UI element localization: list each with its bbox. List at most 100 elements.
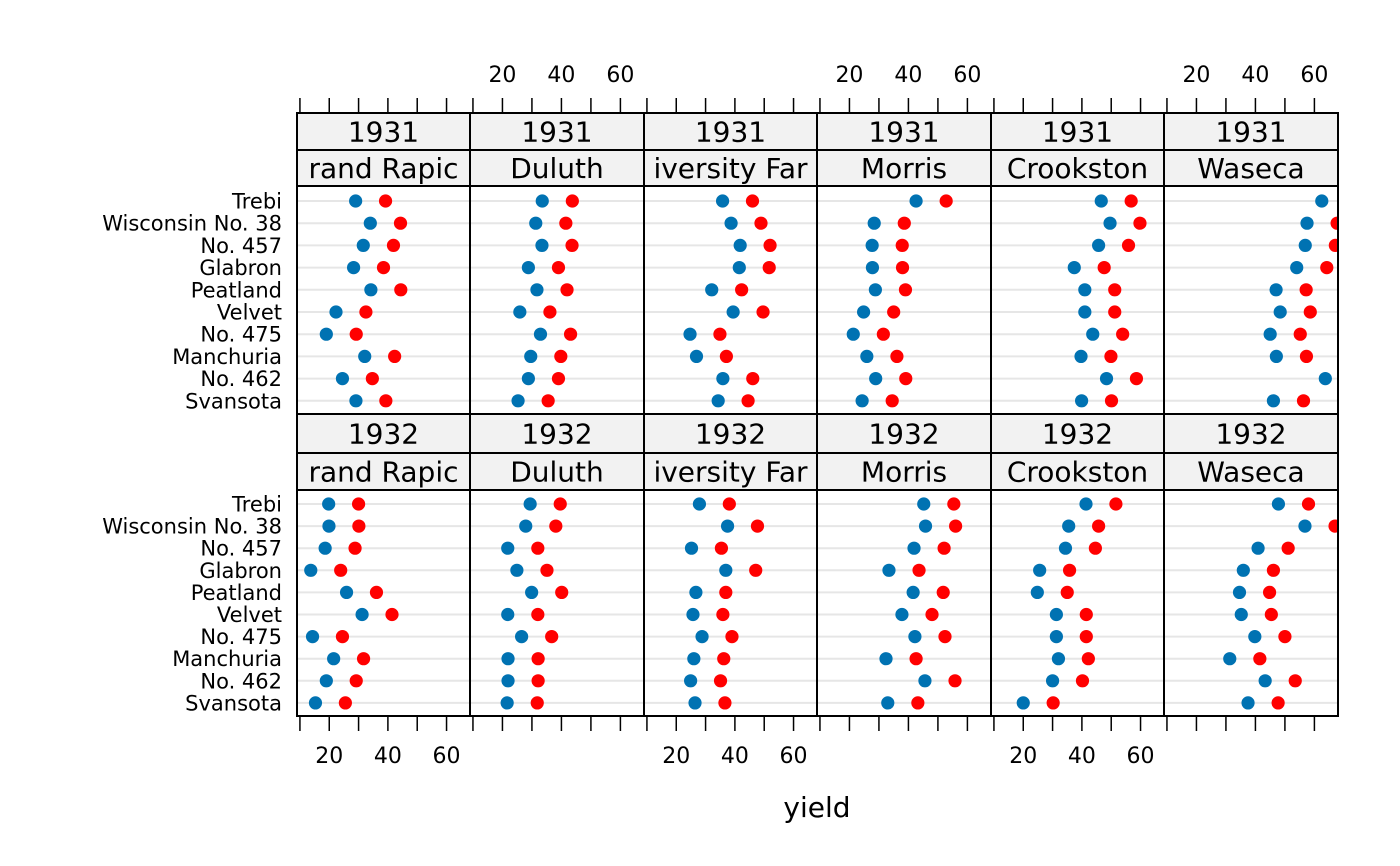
point-pt0-duluth-1931 [513,305,527,319]
point-pt1-waseca-1931 [1303,305,1317,319]
point-pt1-grand-rapids-1931 [386,238,401,252]
tick-label-bottom: 60 [433,744,461,769]
point-pt0-duluth-1932 [523,497,537,511]
point-pt0-university-farm-1932 [688,696,702,710]
point-pt1-university-farm-1932 [714,541,729,555]
point-pt1-grand-rapids-1931 [365,372,379,386]
point-pt1-crookston-1932 [1092,519,1106,533]
point-pt1-duluth-1932 [549,519,563,533]
point-pt1-duluth-1931 [565,194,579,208]
variety-label: Manchuria [172,647,282,671]
point-pt1-university-farm-1931 [713,327,727,341]
variety-label: Velvet [217,603,282,627]
variety-label: Velvet [217,301,282,325]
point-pt1-morris-1931 [887,305,901,319]
variety-label: Svansota [185,389,282,413]
point-pt1-duluth-1932 [531,652,545,666]
point-pt1-grand-rapids-1931 [378,194,393,208]
point-pt1-university-farm-1932 [719,585,733,600]
point-pt1-crookston-1932 [1109,497,1123,511]
point-pt1-grand-rapids-1932 [352,519,366,533]
point-pt1-duluth-1932 [540,563,554,577]
point-pt0-morris-1931 [857,305,871,319]
strip-site-label: Morris [861,456,947,489]
point-pt0-waseca-1931 [1290,261,1304,275]
point-pt1-crookston-1931 [1121,238,1136,252]
point-pt0-crookston-1932 [1049,630,1063,644]
point-pt1-university-farm-1931 [762,261,776,275]
point-pt0-waseca-1931 [1273,305,1287,319]
point-pt1-grand-rapids-1932 [369,585,384,600]
point-pt0-morris-1932 [907,541,921,555]
strip-year-label: 1932 [695,418,766,451]
point-pt0-university-farm-1932 [684,541,699,555]
strip-site-label: iversity Far [653,152,808,185]
point-pt1-waseca-1932 [1266,563,1281,577]
strip-site-bg [1163,149,1339,187]
point-pt0-grand-rapids-1931 [364,283,378,297]
point-pt0-waseca-1932 [1241,696,1255,710]
point-pt1-grand-rapids-1931 [388,349,402,363]
point-pt1-waseca-1932 [1301,497,1316,511]
point-pt1-grand-rapids-1931 [393,216,408,230]
point-pt0-morris-1932 [881,696,895,710]
strip-site-label: Waseca [1197,456,1304,489]
point-pt1-crookston-1931 [1129,372,1144,386]
point-pt0-duluth-1932 [501,541,515,555]
panel-frame [816,489,992,717]
point-pt1-duluth-1931 [565,238,579,252]
point-pt1-morris-1931 [876,327,890,341]
point-pt1-waseca-1932 [1271,696,1285,710]
point-pt1-duluth-1932 [555,585,569,600]
point-pt0-waseca-1932 [1271,497,1286,511]
point-pt0-morris-1932 [908,630,922,644]
point-pt1-morris-1932 [936,585,950,600]
point-pt0-duluth-1932 [519,519,533,533]
strip-site-bg [1163,452,1339,491]
point-pt1-morris-1932 [909,652,923,666]
strip-year-label: 1932 [521,418,592,451]
point-pt0-grand-rapids-1932 [308,696,323,710]
tick-label-bottom: 20 [1009,744,1037,769]
strip-site-bg [469,452,645,491]
point-pt0-university-farm-1932 [686,607,700,622]
point-pt1-crookston-1931 [1097,261,1111,275]
point-pt0-waseca-1932 [1223,652,1237,666]
point-pt1-duluth-1931 [560,283,574,297]
point-pt0-morris-1931 [860,349,874,363]
point-pt1-grand-rapids-1931 [394,283,408,297]
point-pt0-university-farm-1932 [689,585,703,600]
point-pt1-crookston-1931 [1108,283,1122,297]
point-pt1-morris-1931 [898,283,913,297]
point-pt0-grand-rapids-1932 [355,607,369,622]
point-pt1-crookston-1931 [1108,305,1122,319]
point-pt0-waseca-1932 [1251,541,1265,555]
point-pt0-waseca-1931 [1269,349,1283,363]
point-pt1-duluth-1931 [543,305,557,319]
point-pt0-grand-rapids-1932 [327,652,341,666]
point-pt1-duluth-1932 [531,541,545,555]
variety-label: No. 475 [200,625,282,649]
point-pt0-university-farm-1932 [687,652,701,666]
point-pt0-duluth-1932 [500,696,514,710]
variety-label: Peatland [191,581,282,605]
point-pt1-university-farm-1931 [719,349,733,363]
point-pt0-grand-rapids-1932 [322,519,336,533]
point-pt0-waseca-1931 [1300,216,1314,230]
tick-label-top: 60 [953,63,981,88]
point-pt0-crookston-1932 [1079,497,1093,511]
strip-year-bg [643,112,818,151]
point-pt0-university-farm-1932 [720,519,735,533]
point-pt1-university-farm-1932 [716,607,730,622]
point-pt0-morris-1931 [846,327,860,341]
point-pt0-university-farm-1931 [689,349,704,363]
panel-points [319,194,408,408]
tick-label-bottom: 40 [721,744,749,769]
point-pt0-waseca-1932 [1258,674,1272,688]
tick-label-top: 40 [894,63,922,88]
point-pt0-university-farm-1931 [715,194,730,208]
panel-points [1016,497,1123,710]
panel-points [1263,194,1338,408]
point-pt1-university-farm-1931 [756,305,770,319]
point-pt0-crookston-1932 [1049,607,1063,622]
